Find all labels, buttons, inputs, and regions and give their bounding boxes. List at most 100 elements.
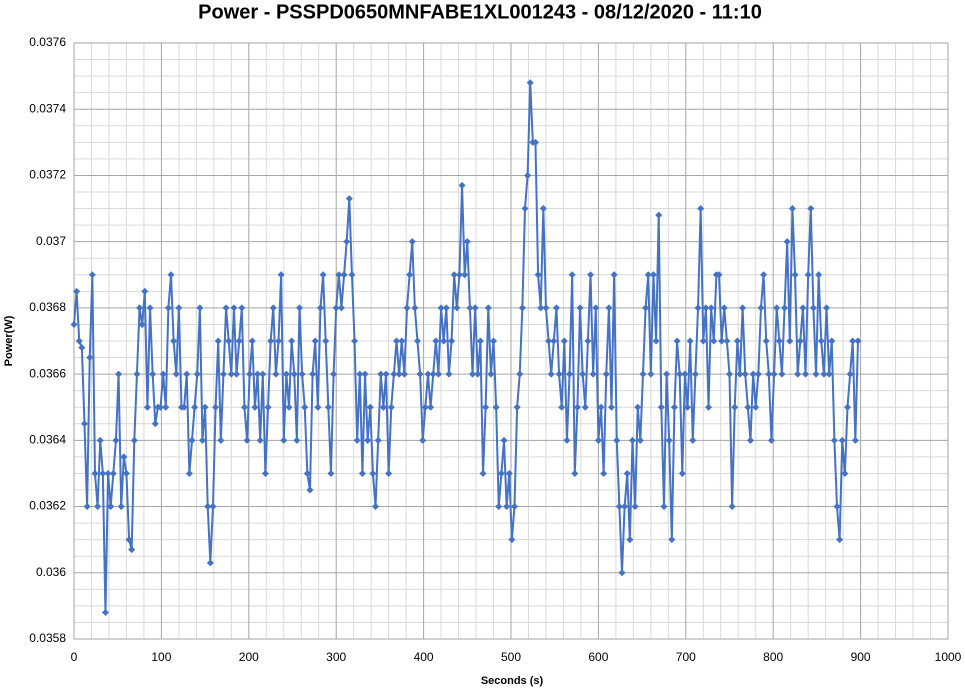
- x-tick-label: 0: [71, 650, 78, 664]
- data-point: [500, 436, 508, 444]
- data-point: [647, 370, 655, 378]
- data-point: [411, 304, 419, 312]
- data-point: [453, 304, 461, 312]
- data-point: [649, 271, 657, 279]
- y-tick-label: 0.0374: [29, 101, 66, 115]
- data-point: [222, 304, 230, 312]
- chart-title: Power - PSSPD0650MNFABE1XL001243 - 08/12…: [198, 1, 762, 23]
- data-point: [733, 337, 741, 345]
- y-tick-label: 0.0376: [29, 35, 66, 49]
- data-point: [398, 337, 406, 345]
- data-point: [636, 436, 644, 444]
- data-point: [133, 370, 141, 378]
- data-point: [256, 436, 264, 444]
- data-point: [825, 370, 833, 378]
- data-point: [639, 370, 647, 378]
- data-point: [282, 370, 290, 378]
- data-point: [838, 436, 846, 444]
- data-point: [836, 536, 844, 544]
- data-point: [272, 370, 280, 378]
- data-point: [429, 370, 437, 378]
- data-point: [592, 304, 600, 312]
- data-point: [164, 304, 172, 312]
- data-point: [660, 503, 668, 511]
- data-point: [141, 287, 149, 295]
- data-point: [560, 337, 568, 345]
- data-point: [78, 344, 86, 352]
- data-point: [482, 403, 490, 411]
- data-point: [634, 403, 642, 411]
- data-point: [358, 469, 366, 477]
- data-point: [665, 436, 673, 444]
- data-point: [652, 337, 660, 345]
- data-point: [112, 436, 120, 444]
- data-point: [219, 370, 227, 378]
- data-point: [94, 503, 102, 511]
- data-point: [579, 370, 587, 378]
- data-point: [469, 370, 477, 378]
- data-point: [849, 337, 857, 345]
- data-point: [185, 469, 193, 477]
- data-point: [157, 403, 165, 411]
- data-point: [508, 536, 516, 544]
- data-point: [618, 569, 626, 577]
- data-point: [80, 420, 88, 428]
- data-point: [697, 205, 705, 213]
- data-point: [673, 337, 681, 345]
- data-point: [214, 337, 222, 345]
- data-point: [610, 271, 618, 279]
- data-point: [403, 304, 411, 312]
- data-point: [206, 559, 214, 567]
- data-point: [668, 536, 676, 544]
- data-point: [442, 304, 450, 312]
- data-point: [807, 205, 815, 213]
- data-point: [539, 205, 547, 213]
- data-point: [681, 370, 689, 378]
- data-point: [369, 469, 377, 477]
- data-point: [335, 271, 343, 279]
- data-point: [484, 304, 492, 312]
- data-point: [628, 436, 636, 444]
- data-point: [705, 403, 713, 411]
- data-point: [739, 304, 747, 312]
- data-point: [602, 370, 610, 378]
- data-point: [608, 403, 616, 411]
- data-point: [230, 304, 238, 312]
- y-tick-label: 0.036: [36, 565, 66, 579]
- data-point: [261, 469, 269, 477]
- x-tick-label: 900: [851, 650, 871, 664]
- data-point: [754, 370, 762, 378]
- data-point: [332, 304, 340, 312]
- data-point: [741, 370, 749, 378]
- data-point: [487, 370, 495, 378]
- x-tick-label: 400: [414, 650, 434, 664]
- data-point: [694, 304, 702, 312]
- data-point: [353, 436, 361, 444]
- data-point: [254, 370, 262, 378]
- data-point: [235, 337, 243, 345]
- data-point: [377, 370, 385, 378]
- data-point: [128, 546, 136, 554]
- data-point: [728, 503, 736, 511]
- data-point: [802, 370, 810, 378]
- x-tick-label: 300: [326, 650, 346, 664]
- x-tick-label: 600: [588, 650, 608, 664]
- data-point: [361, 370, 369, 378]
- data-point: [393, 337, 401, 345]
- data-point: [117, 503, 125, 511]
- data-point: [670, 403, 678, 411]
- data-point: [424, 370, 432, 378]
- data-point: [516, 370, 524, 378]
- data-point: [75, 337, 83, 345]
- data-point: [786, 337, 794, 345]
- data-point: [699, 337, 707, 345]
- data-point: [710, 337, 718, 345]
- data-point: [644, 271, 652, 279]
- data-point: [587, 271, 595, 279]
- data-point: [445, 370, 453, 378]
- data-point: [374, 436, 382, 444]
- data-point: [820, 370, 828, 378]
- data-point: [448, 337, 456, 345]
- data-point: [767, 436, 775, 444]
